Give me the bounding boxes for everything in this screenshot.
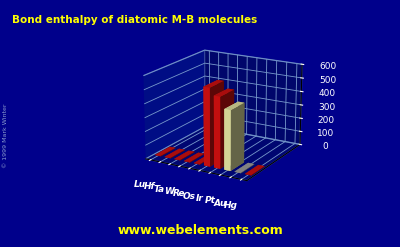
Text: www.webelements.com: www.webelements.com bbox=[117, 224, 283, 237]
Text: © 1999 Mark Winter: © 1999 Mark Winter bbox=[4, 103, 8, 168]
Text: Bond enthalpy of diatomic M-B molecules: Bond enthalpy of diatomic M-B molecules bbox=[12, 15, 257, 25]
